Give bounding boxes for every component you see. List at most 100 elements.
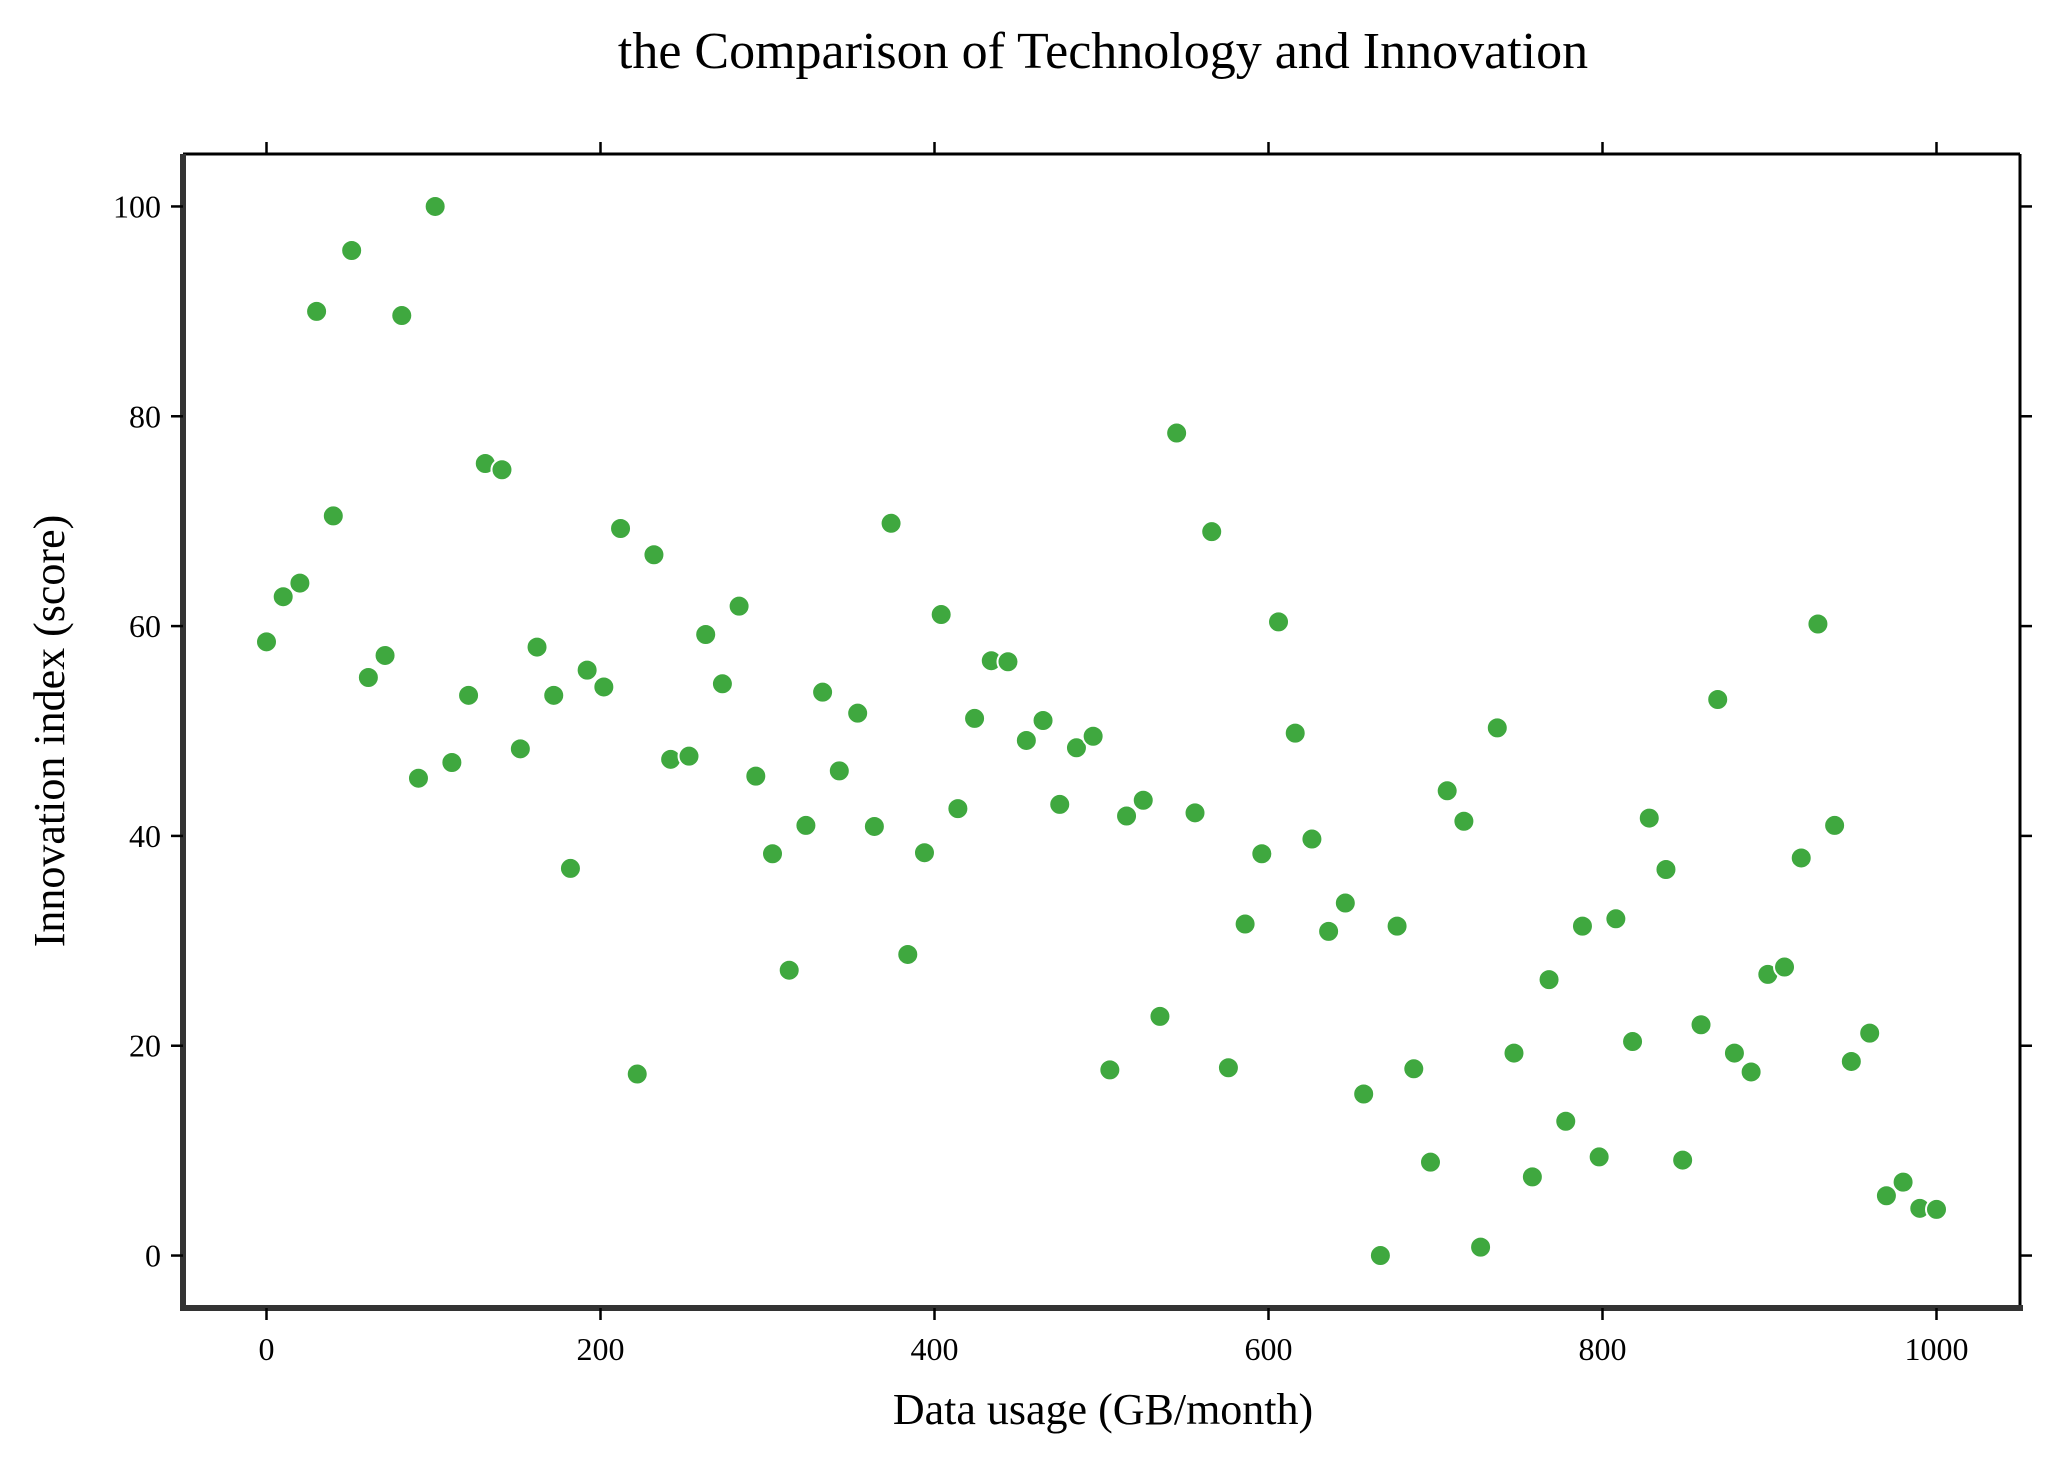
data-point [321,504,345,528]
data-point [1165,421,1189,445]
data-point [827,759,851,783]
data-point [1115,804,1139,828]
data-point [1402,1057,1426,1081]
data-point [558,856,582,880]
data-point [1098,1058,1122,1082]
data-point [525,635,549,659]
data-point [1570,914,1594,938]
data-point [642,543,666,567]
y-tick-label: 100 [113,188,161,224]
data-point [1689,1013,1713,1037]
data-point [1502,1041,1526,1065]
data-point [1131,788,1155,812]
data-point [305,299,329,323]
data-point [1891,1170,1915,1194]
y-tick-label: 0 [145,1238,161,1274]
data-point [1064,736,1088,760]
data-point [373,643,397,667]
data-point [1148,1004,1172,1028]
data-point [423,194,447,218]
data-points [255,194,1948,1268]
plot-frame [180,152,2023,1311]
data-point [727,594,751,618]
data-point [1604,907,1628,931]
x-tick-label: 200 [577,1331,625,1367]
data-point [1806,612,1830,636]
y-tick-label: 20 [129,1028,161,1064]
data-point [1637,806,1661,830]
data-point [963,706,987,730]
data-point [896,942,920,966]
data-point [1722,1041,1746,1065]
data-point [1250,842,1274,866]
data-point [677,744,701,768]
data-point [744,764,768,788]
data-point [1200,520,1224,544]
data-point [1874,1184,1898,1208]
x-tick-label: 600 [1245,1331,1293,1367]
data-point [1300,827,1324,851]
data-point [542,683,566,707]
data-point [1621,1030,1645,1054]
data-point [1435,779,1459,803]
data-point [777,958,801,982]
data-point [862,814,886,838]
data-point [1469,1235,1493,1259]
data-point [1858,1021,1882,1045]
data-point [1537,968,1561,992]
data-point [1368,1244,1392,1268]
data-point [490,458,514,482]
data-point [1520,1165,1544,1189]
data-point [1081,724,1105,748]
data-point [1031,709,1055,733]
data-point [356,665,380,689]
data-point [457,683,481,707]
data-point [761,842,785,866]
data-point [255,630,278,654]
x-tick-label: 1000 [1905,1331,1969,1367]
data-point [912,841,936,865]
data-point [1333,891,1357,915]
data-point [1925,1197,1948,1221]
x-tick-label: 800 [1579,1331,1627,1367]
data-point [929,603,953,627]
data-point [1823,813,1847,837]
data-point [846,701,870,725]
data-point [794,813,818,837]
data-point [1671,1148,1695,1172]
data-point [1317,919,1341,943]
data-point [271,585,295,609]
data-point [1587,1145,1611,1169]
x-tick-label: 0 [259,1331,275,1367]
data-point [1418,1150,1442,1174]
data-point [1839,1049,1863,1073]
y-tick-label: 60 [129,608,161,644]
data-point [879,511,903,535]
data-point [440,750,464,774]
data-point [1706,688,1730,712]
chart-title: the Comparison of Technology and Innovat… [618,23,1588,80]
data-point [625,1062,649,1086]
data-point [1452,809,1476,833]
data-point [1554,1109,1578,1133]
y-tick-label: 40 [129,818,161,854]
data-point [390,304,414,328]
data-point [811,680,835,704]
data-point [996,650,1020,674]
y-axis-label: Innovation index (score) [25,515,74,948]
x-axis-label: Data usage (GB/month) [893,1385,1313,1434]
data-point [288,571,312,595]
data-point [1654,857,1678,881]
data-point [1183,801,1207,825]
data-point [609,517,633,541]
data-point [1485,716,1509,740]
data-point [1283,721,1307,745]
data-point [1352,1082,1376,1106]
data-point [1048,792,1072,816]
data-point [694,622,718,646]
data-point [1216,1056,1240,1080]
data-point [592,675,616,699]
x-tick-label: 400 [911,1331,959,1367]
data-point [1267,610,1291,634]
